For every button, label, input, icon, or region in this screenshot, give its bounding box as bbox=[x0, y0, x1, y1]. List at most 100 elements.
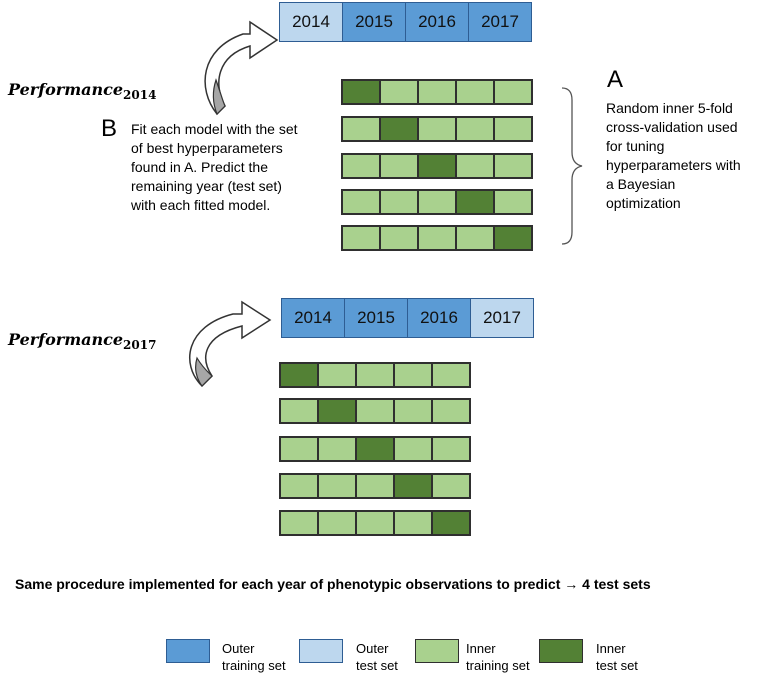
bottom-fold-row bbox=[279, 436, 471, 462]
inner-training-fold bbox=[355, 473, 395, 499]
bottom-year-2017: 2017 bbox=[470, 298, 534, 338]
top-fold-row bbox=[341, 153, 533, 179]
inner-training-fold bbox=[393, 510, 433, 536]
legend-line: Outer bbox=[356, 641, 389, 656]
inner-training-fold bbox=[393, 362, 433, 388]
inner-test-fold bbox=[393, 473, 433, 499]
legend-label-inner-test: Inner test set bbox=[596, 640, 638, 674]
top-year-2016: 2016 bbox=[405, 2, 469, 42]
inner-training-fold bbox=[493, 116, 533, 142]
bottom-performance-sub: 2017 bbox=[123, 338, 157, 353]
inner-training-fold bbox=[279, 398, 319, 424]
bottom-year-2015: 2015 bbox=[344, 298, 408, 338]
top-year-2017: 2017 bbox=[468, 2, 532, 42]
bottom-curved-arrow bbox=[188, 300, 272, 388]
top-performance-base: Performance bbox=[8, 80, 124, 99]
legend-line: Inner bbox=[596, 641, 626, 656]
inner-training-fold bbox=[317, 510, 357, 536]
inner-training-fold bbox=[431, 436, 471, 462]
annotation-a-line: Random inner 5-fold bbox=[606, 100, 733, 116]
summary-text: Same procedure implemented for each year… bbox=[15, 576, 651, 592]
bottom-year-bar: 2014 2015 2016 2017 bbox=[281, 298, 534, 338]
inner-test-fold bbox=[279, 362, 319, 388]
annotation-a-letter: A bbox=[607, 66, 624, 93]
bottom-performance-base: Performance bbox=[8, 330, 124, 349]
inner-training-fold bbox=[455, 79, 495, 105]
inner-test-fold bbox=[493, 225, 533, 251]
inner-training-fold bbox=[355, 510, 395, 536]
inner-training-fold bbox=[393, 436, 433, 462]
inner-test-fold bbox=[317, 398, 357, 424]
annotation-b-text: Fit each model with the set of best hype… bbox=[131, 120, 341, 215]
inner-training-fold bbox=[455, 225, 495, 251]
inner-test-fold bbox=[455, 189, 495, 215]
inner-test-fold bbox=[431, 510, 471, 536]
top-year-2014: 2014 bbox=[279, 2, 343, 42]
top-fold-row bbox=[341, 116, 533, 142]
top-year-bar: 2014 2015 2016 2017 bbox=[279, 2, 532, 42]
legend-swatch-inner-test bbox=[539, 639, 583, 663]
inner-training-fold bbox=[341, 116, 381, 142]
legend-swatch-inner-train bbox=[415, 639, 459, 663]
inner-training-fold bbox=[379, 225, 419, 251]
legend-line: Outer bbox=[222, 641, 255, 656]
annotation-b-letter: B bbox=[101, 115, 118, 142]
bottom-fold-row bbox=[279, 398, 471, 424]
inner-training-fold bbox=[417, 225, 457, 251]
inner-training-fold bbox=[379, 153, 419, 179]
annotation-a-line: a Bayesian bbox=[606, 176, 676, 192]
annotation-a-line: optimization bbox=[606, 195, 681, 211]
inner-test-fold bbox=[379, 116, 419, 142]
legend-swatch-outer-test bbox=[299, 639, 343, 663]
bottom-performance-label: Performance2017 bbox=[8, 330, 156, 352]
summary-arrow: → bbox=[564, 576, 579, 592]
legend-line: test set bbox=[596, 658, 638, 673]
inner-training-fold bbox=[379, 189, 419, 215]
curly-brace bbox=[561, 87, 583, 245]
annotation-b-line: found in A. Predict the bbox=[131, 159, 268, 175]
inner-training-fold bbox=[279, 473, 319, 499]
top-year-2015: 2015 bbox=[342, 2, 406, 42]
inner-training-fold bbox=[341, 153, 381, 179]
top-curved-arrow bbox=[204, 20, 279, 116]
legend-swatch-outer-train bbox=[166, 639, 210, 663]
inner-training-fold bbox=[355, 362, 395, 388]
annotation-a-text: Random inner 5-fold cross-validation use… bbox=[606, 99, 765, 213]
inner-training-fold bbox=[431, 473, 471, 499]
top-fold-row bbox=[341, 189, 533, 215]
inner-test-fold bbox=[355, 436, 395, 462]
top-performance-sub: 2014 bbox=[123, 88, 157, 103]
annotation-b-line: remaining year (test set) bbox=[131, 178, 282, 194]
inner-training-fold bbox=[417, 189, 457, 215]
inner-training-fold bbox=[341, 225, 381, 251]
top-performance-label: Performance2014 bbox=[8, 80, 156, 102]
inner-training-fold bbox=[493, 189, 533, 215]
annotation-b-line: with each fitted model. bbox=[131, 197, 271, 213]
legend-line: training set bbox=[222, 658, 286, 673]
annotation-a-line: cross-validation used bbox=[606, 119, 738, 135]
inner-training-fold bbox=[455, 116, 495, 142]
inner-training-fold bbox=[417, 116, 457, 142]
inner-training-fold bbox=[279, 510, 319, 536]
bottom-year-2016: 2016 bbox=[407, 298, 471, 338]
inner-training-fold bbox=[341, 189, 381, 215]
legend-line: Inner bbox=[466, 641, 496, 656]
legend-label-outer-test: Outer test set bbox=[356, 640, 398, 674]
summary-result: 4 test sets bbox=[582, 576, 651, 592]
inner-training-fold bbox=[431, 398, 471, 424]
annotation-b-line: of best hyperparameters bbox=[131, 140, 283, 156]
inner-training-fold bbox=[431, 362, 471, 388]
summary-main: Same procedure implemented for each year… bbox=[15, 576, 561, 592]
bottom-fold-row bbox=[279, 510, 471, 536]
bottom-year-2014: 2014 bbox=[281, 298, 345, 338]
top-fold-row bbox=[341, 79, 533, 105]
inner-training-fold bbox=[317, 436, 357, 462]
inner-test-fold bbox=[341, 79, 381, 105]
annotation-a-line: hyperparameters with bbox=[606, 157, 741, 173]
inner-training-fold bbox=[379, 79, 419, 105]
inner-training-fold bbox=[455, 153, 495, 179]
inner-test-fold bbox=[417, 153, 457, 179]
annotation-a-line: for tuning bbox=[606, 138, 665, 154]
bottom-fold-row bbox=[279, 362, 471, 388]
legend-label-outer-train: Outer training set bbox=[222, 640, 286, 674]
